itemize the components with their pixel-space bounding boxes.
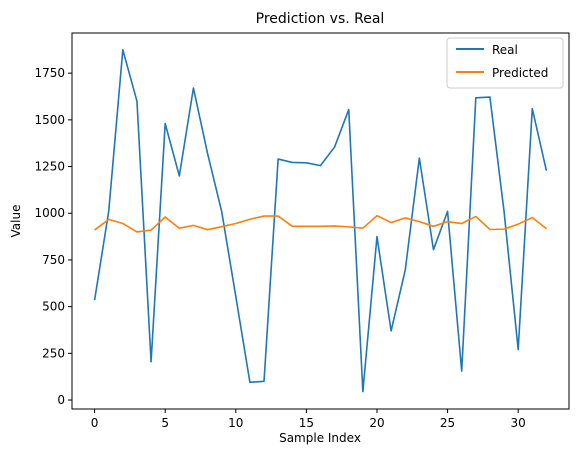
x-tick-label: 20: [369, 416, 384, 430]
x-tick-label: 10: [228, 416, 243, 430]
x-tick-label: 0: [91, 416, 99, 430]
legend-label-predicted: Predicted: [492, 66, 548, 80]
y-tick-label: 1250: [34, 160, 65, 174]
x-tick-label: 15: [299, 416, 314, 430]
x-tick-label: 25: [440, 416, 455, 430]
x-axis-label: Sample Index: [279, 431, 361, 445]
y-tick-label: 750: [42, 253, 65, 267]
legend-label-real: Real: [492, 43, 518, 57]
x-tick-label: 30: [511, 416, 526, 430]
y-tick-label: 1500: [34, 113, 65, 127]
y-tick-label: 500: [42, 300, 65, 314]
y-tick-label: 1750: [34, 66, 65, 80]
y-tick-label: 250: [42, 346, 65, 360]
y-tick-label: 0: [57, 393, 65, 407]
x-tick-label: 5: [161, 416, 169, 430]
y-tick-label: 1000: [34, 206, 65, 220]
chart-title: Prediction vs. Real: [256, 11, 385, 27]
legend: Real Predicted: [447, 38, 563, 88]
y-axis-label: Value: [9, 205, 23, 238]
